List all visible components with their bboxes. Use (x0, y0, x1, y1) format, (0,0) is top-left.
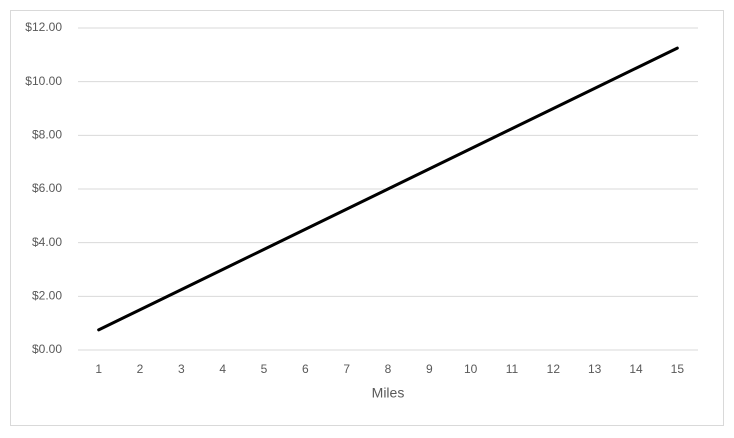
x-tick-label: 13 (588, 362, 602, 376)
x-tick-label: 5 (261, 362, 268, 376)
x-tick-label: 8 (385, 362, 392, 376)
y-tick-label: $0.00 (32, 342, 62, 356)
x-tick-label: 9 (426, 362, 433, 376)
x-tick-label: 12 (547, 362, 561, 376)
x-tick-label: 7 (343, 362, 350, 376)
x-tick-label: 11 (506, 362, 519, 376)
y-tick-label: $4.00 (32, 235, 62, 249)
y-tick-label: $12.00 (25, 20, 62, 34)
y-tick-label: $6.00 (32, 181, 62, 195)
x-tick-label: 3 (178, 362, 185, 376)
y-tick-label: $10.00 (25, 74, 62, 88)
x-tick-label: 1 (95, 362, 102, 376)
x-tick-label: 10 (464, 362, 478, 376)
x-tick-label: 6 (302, 362, 309, 376)
y-tick-label: $8.00 (32, 128, 62, 142)
chart-frame (10, 10, 724, 426)
x-tick-label: 14 (629, 362, 643, 376)
x-axis-label: Miles (372, 385, 405, 401)
y-tick-label: $2.00 (32, 289, 62, 303)
x-tick-label: 4 (219, 362, 226, 376)
x-tick-label: 2 (137, 362, 144, 376)
line-series (97, 46, 679, 332)
x-tick-label: 15 (671, 362, 685, 376)
